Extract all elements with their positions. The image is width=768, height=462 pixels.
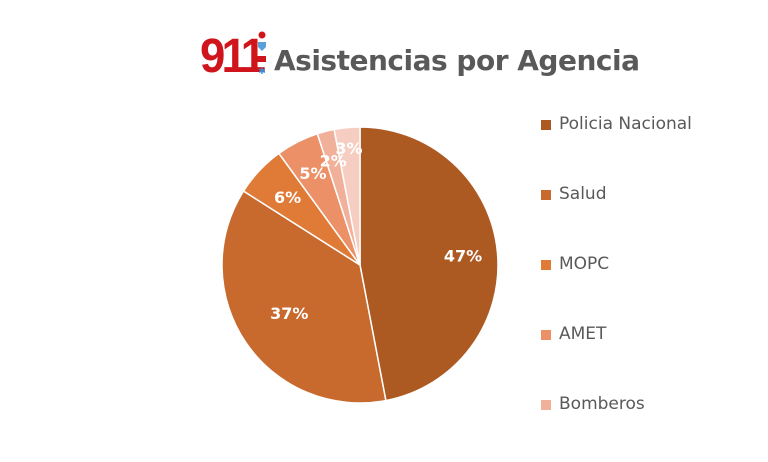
data-label: 37% [270, 304, 308, 323]
legend-item: Bomberos [541, 392, 741, 462]
legend-swatch [541, 190, 551, 200]
911-logo: 911 ✱ [200, 30, 269, 75]
legend-label: MOPC [559, 254, 610, 274]
legend-label: AMET [559, 324, 607, 344]
legend-swatch [541, 400, 551, 410]
pie-slice [221, 190, 387, 404]
legend-swatch [541, 120, 551, 130]
legend-item: AMET [541, 322, 741, 392]
legend-swatch [541, 260, 551, 270]
legend-item: Salud [541, 182, 741, 252]
legend: Policia Nacional Salud MOPC AMET Bomberos [541, 112, 741, 462]
data-label: 2% [320, 152, 347, 171]
legend-label: Bomberos [559, 394, 645, 414]
data-label: 47% [444, 246, 482, 265]
pie-slice [359, 126, 499, 402]
pie-chart: 47% 37% 6% 5%2%3% [221, 126, 499, 404]
svg-text:✱: ✱ [258, 67, 266, 75]
svg-text:911: 911 [200, 30, 265, 75]
legend-item: Policia Nacional [541, 112, 741, 182]
legend-item: MOPC [541, 252, 741, 322]
data-label: 6% [274, 188, 301, 207]
data-label: 3% [335, 139, 362, 158]
legend-swatch [541, 330, 551, 340]
pie-slice [333, 126, 361, 266]
legend-label: Salud [559, 184, 607, 204]
legend-label: Policia Nacional [559, 114, 692, 134]
chart-title: Asistencias por Agencia [274, 44, 640, 77]
data-label: 5% [299, 164, 326, 183]
